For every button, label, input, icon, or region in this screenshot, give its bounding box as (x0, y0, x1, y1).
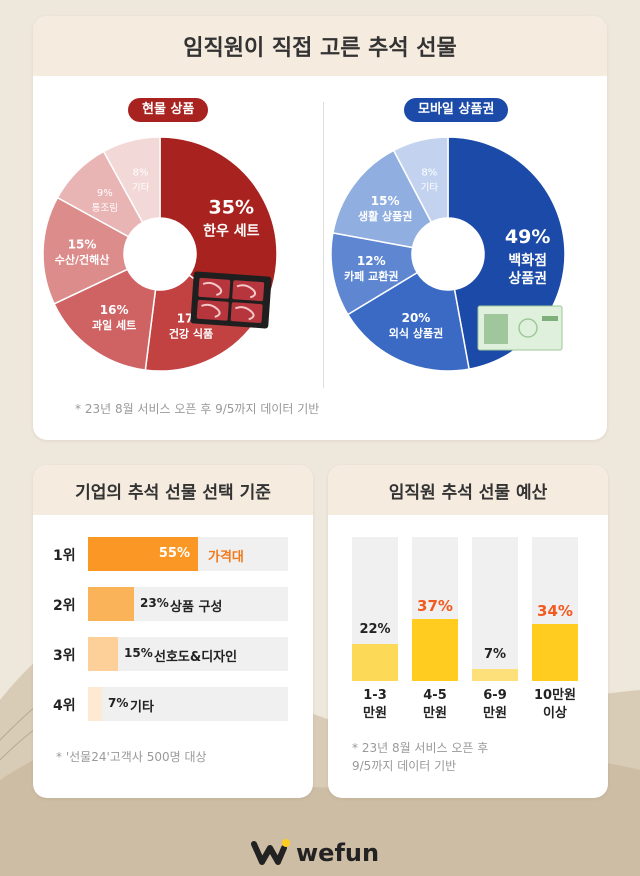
mobile-category-label-3: 생활 상품권 (358, 209, 412, 223)
bar-track: 23% 상품 구성 (88, 587, 288, 621)
criteria-title: 기업의 추석 선물 선택 기준 (33, 465, 313, 515)
rank-label: 3위 (53, 648, 76, 664)
budget-category-label: 10만원 이상 (533, 688, 576, 721)
budget-category-label: 1-3 만원 (363, 688, 387, 721)
budget-bar (352, 644, 398, 681)
budget-column-track: 37% (412, 537, 458, 681)
budget-value-label: 22% (359, 622, 391, 638)
gift-choice-card: 임직원이 직접 고른 추석 선물 현물 상품 모바일 상품권 35% 한우 세트 1… (33, 16, 607, 440)
criteria-bar (88, 537, 198, 571)
physical-value-label-5: 8% (133, 167, 149, 178)
survey-note: * '선물24'고객사 500명 대상 (56, 750, 207, 764)
mobile-slice-1 (346, 271, 470, 372)
criteria-category-label: 가격대 (208, 550, 244, 565)
physical-goods-badge: 현물 상품 (128, 98, 209, 122)
data-source-note: * 23년 8월 서비스 오픈 후 9/5까지 데이터 기반 (75, 402, 320, 416)
mobile-category-label-1: 외식 상품권 (389, 326, 443, 340)
budget-bar (532, 624, 578, 681)
criteria-value-label: 15% (124, 646, 153, 660)
budget-bar (412, 619, 458, 681)
physical-slice-5 (102, 136, 161, 224)
mobile-value-label-4: 8% (421, 167, 437, 178)
gift-budget-card: 임직원 추석 선물 예산 22% 1-3 만원 37% 4-5 만원 7% 6-9 만원 3… (328, 465, 608, 798)
budget-value-label: 34% (537, 602, 573, 621)
criteria-bar (88, 637, 118, 671)
physical-category-label-4: 통조림 (92, 202, 118, 214)
criteria-category-label: 기타 (130, 700, 154, 715)
physical-category-label-3: 수산/건해산 (55, 253, 110, 267)
bar-track: 55% 가격대 (88, 537, 288, 571)
mobile-category-label-0: 상품권 (508, 271, 547, 287)
criteria-value-label: 7% (108, 696, 129, 710)
mobile-category-label-2: 카페 교환권 (344, 269, 398, 283)
beef-gift-set-icon (190, 271, 272, 329)
physical-value-label-4: 9% (97, 188, 113, 199)
gift-voucher-icon (477, 305, 563, 351)
budget-column-track: 7% (472, 537, 518, 681)
criteria-row: 2위 23% 상품 구성 (53, 587, 289, 621)
physical-category-label-1: 건강 식품 (169, 327, 213, 341)
criteria-row: 1위 55% 가격대 (53, 537, 289, 571)
section-divider (323, 102, 324, 388)
criteria-bar (88, 587, 134, 621)
budget-column-track: 34% (532, 537, 578, 681)
mobile-category-label-4: 기타 (421, 182, 439, 193)
mobile-value-label-0: 49% (505, 226, 550, 248)
criteria-category-label: 선호도&디자인 (154, 650, 238, 665)
budget-category-label: 4-5 만원 (423, 688, 447, 721)
page-title: 임직원이 직접 고른 추석 선물 (33, 16, 607, 76)
budget-column-track: 22% (352, 537, 398, 681)
mobile-slice-4 (392, 136, 449, 224)
bar-track: 15% 선호도&디자인 (88, 637, 288, 671)
wefun-logo: wefun (250, 836, 379, 870)
mobile-category-label-0: 백화점 (508, 252, 547, 269)
budget-note: * 23년 8월 서비스 오픈 후 9/5까지 데이터 기반 (352, 741, 489, 773)
physical-value-label-3: 15% (68, 238, 97, 252)
wefun-logo-icon (251, 839, 290, 865)
physical-slice-2 (53, 268, 157, 371)
rank-label: 2위 (53, 598, 76, 614)
criteria-row: 4위 7% 기타 (53, 687, 289, 721)
criteria-row: 3위 15% 선호도&디자인 (53, 637, 289, 671)
physical-category-label-0: 한우 세트 (203, 224, 260, 240)
rank-label: 1위 (53, 548, 76, 564)
bar-track: 7% 기타 (88, 687, 288, 721)
budget-category-label: 6-9 만원 (483, 688, 507, 721)
wefun-logo-text: wefun (296, 839, 380, 867)
criteria-value-label: 23% (140, 596, 169, 610)
criteria-category-label: 상품 구성 (170, 600, 223, 615)
physical-category-label-2: 과일 세트 (92, 318, 136, 332)
physical-value-label-0: 35% (209, 197, 254, 219)
mobile-value-label-2: 12% (357, 254, 386, 268)
budget-bar (472, 669, 518, 681)
criteria-value-label: 55% (158, 546, 190, 561)
selection-criteria-card: 기업의 추석 선물 선택 기준 1위 55% 가격대 2위 23% 상품 구성 3위 15% 선… (33, 465, 313, 798)
physical-slice-3 (42, 196, 130, 305)
budget-value-label: 37% (417, 597, 453, 615)
mobile-voucher-badge: 모바일 상품권 (404, 98, 509, 122)
mobile-slice-3 (332, 149, 433, 249)
physical-value-label-2: 16% (100, 303, 129, 317)
budget-value-label: 7% (483, 647, 507, 663)
criteria-bar (88, 687, 102, 721)
rank-label: 4위 (53, 698, 76, 714)
mobile-value-label-1: 20% (402, 311, 431, 325)
physical-category-label-5: 기타 (132, 182, 150, 193)
budget-title: 임직원 추석 선물 예산 (328, 465, 608, 515)
mobile-value-label-3: 15% (371, 194, 400, 208)
